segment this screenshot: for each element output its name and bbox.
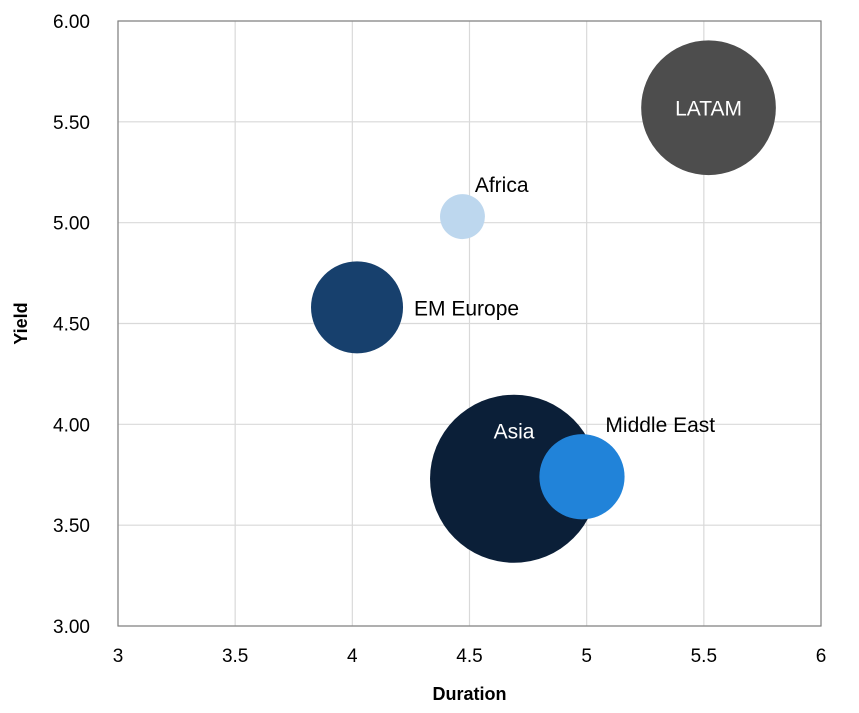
x-tick-label: 5.5 (691, 646, 717, 667)
y-tick-label: 5.00 (53, 214, 90, 235)
label-layer: LATAM Africa EM Europe Asia Middle East (414, 98, 742, 444)
x-tick-label: 6 (816, 646, 827, 667)
plot-frame (117, 20, 822, 627)
x-tick-label: 4 (347, 646, 358, 667)
bubble-label: Middle East (605, 414, 715, 437)
x-tick-label: 3 (113, 646, 124, 667)
y-tick-label: 5.50 (53, 113, 90, 134)
bubble-africa (440, 194, 485, 240)
bubble-label: EM Europe (414, 297, 519, 320)
x-tick-label: 4.5 (456, 646, 482, 667)
x-tick-label: 3.5 (222, 646, 248, 667)
y-tick-label: 3.00 (53, 617, 90, 638)
y-tick-label: 4.50 (53, 315, 90, 336)
bubble-latam (641, 40, 776, 176)
bubble-layer (311, 40, 776, 563)
y-tick-label: 3.50 (53, 516, 90, 537)
x-axis-title: Duration (433, 684, 507, 704)
tick-layer: 3 3.5 4 4.5 5 5.5 6 3.00 3.50 4.00 4.50 5.00 5.50 6.0… (53, 12, 826, 667)
bubble-middle-east (539, 434, 625, 520)
y-axis-title: Yield (11, 302, 31, 344)
y-tick-label: 4.00 (53, 415, 90, 436)
bubble-asia (430, 394, 599, 563)
x-tick-label: 5 (581, 646, 592, 667)
bubble-em-europe (311, 261, 404, 354)
bubble-label: LATAM (675, 98, 742, 121)
y-tick-label: 6.00 (53, 12, 90, 33)
bubble-label: Africa (475, 174, 529, 197)
bubble-label: Asia (494, 420, 535, 443)
